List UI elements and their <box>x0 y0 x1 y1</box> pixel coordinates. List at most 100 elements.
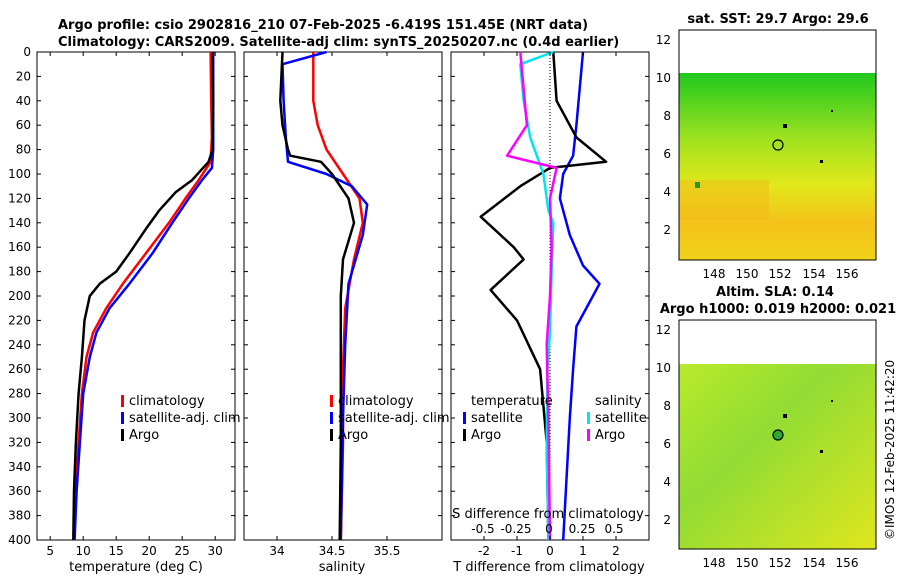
ytick-label: 300 <box>8 411 31 425</box>
ytick-label: 400 <box>8 533 31 547</box>
legend-swatch-s-argo <box>587 429 590 441</box>
xtick-label: 34.5 <box>319 544 346 558</box>
xtick-label: 15 <box>109 544 124 558</box>
temperature-ticks: 0 20 40 60 80 100 120 140 160 180 200 220 240 260 280 3… <box>8 45 235 558</box>
credit: ©IMOS 12-Feb-2025 11:42:20 <box>883 360 897 540</box>
legend-swatch-satellite <box>121 412 124 424</box>
island-marker <box>831 400 833 402</box>
ytick-label: 80 <box>16 143 31 157</box>
temperature-panel: 0 20 40 60 80 100 120 140 160 180 200 220 240 260 280 3… <box>8 45 241 575</box>
island-marker <box>820 450 823 453</box>
legend-label-t-satellite: satellite <box>471 411 523 426</box>
sst-yticks: 2 4 6 8 10 12 <box>656 33 671 237</box>
top-tick: -0.5 <box>471 522 494 536</box>
top-tick: 0 <box>545 522 553 536</box>
legend-swatch-climatology <box>121 395 124 407</box>
sst-ytick: 4 <box>663 185 671 199</box>
series-line-climatology <box>72 51 214 541</box>
sst-axes <box>678 29 877 261</box>
ytick-label: 180 <box>8 265 31 279</box>
salinity-ticks: 34 34.5 35.5 <box>244 51 442 558</box>
ytick-label: 100 <box>8 167 31 181</box>
sla-ytick: 12 <box>656 323 671 337</box>
temperature-xlabel: temperature (deg C) <box>69 560 203 575</box>
sst-xtick: 154 <box>803 267 826 281</box>
xtick-label: 2 <box>612 544 620 558</box>
sst-xtick: 156 <box>836 267 859 281</box>
legend-label-s-argo: Argo <box>595 428 625 443</box>
xtick-label: -2 <box>478 544 490 558</box>
sst-cell <box>695 182 700 188</box>
island-marker <box>783 414 787 418</box>
series-line-argo <box>72 51 215 541</box>
legend-swatch-s-satellite <box>587 412 590 424</box>
sst-map-title: sat. SST: 29.7 Argo: 29.6 <box>687 12 868 27</box>
sla-xtick: 150 <box>736 556 759 570</box>
legend-swatch-satellite <box>330 412 333 424</box>
series-line-t-satellite <box>558 51 601 541</box>
top-tick: -0.25 <box>500 522 531 536</box>
temperature-legend: climatology satellite-adj. clim Argo <box>121 394 241 443</box>
series-line-argo <box>279 51 356 541</box>
salinity-series <box>279 50 369 541</box>
xtick-label: 34 <box>269 544 284 558</box>
sst-field <box>679 73 876 260</box>
series-line-t-argo <box>479 51 608 541</box>
legend-title-salinity: salinity <box>595 394 642 409</box>
sst-map: sat. SST: 29.7 Argo: 29.6 148 150 152 15… <box>656 12 877 281</box>
difference-panel: -2 -1 0 1 2 S difference from climatology -0… <box>450 50 650 575</box>
sla-axes <box>678 319 877 550</box>
ytick-label: 320 <box>8 435 31 449</box>
difference-top-ticks: -0.5 -0.25 0 0.25 0.5 <box>471 522 623 536</box>
sla-yticks: 2 4 6 8 10 12 <box>656 323 671 527</box>
legend-swatch-argo <box>330 429 333 441</box>
difference-series <box>479 50 608 541</box>
sst-xtick: 152 <box>769 267 792 281</box>
xtick-label: -1 <box>511 544 523 558</box>
sst-xtick: 150 <box>736 267 759 281</box>
title-line2: Climatology: CARS2009. Satellite-adj cli… <box>58 35 619 50</box>
sla-xticks: 148 150 152 154 156 <box>703 556 859 570</box>
xtick-label: 5 <box>46 544 54 558</box>
xtick-label: 1 <box>579 544 587 558</box>
legend-label-t-argo: Argo <box>471 428 501 443</box>
ytick-label: 340 <box>8 460 31 474</box>
sla-map-title1: Altim. SLA: 0.14 <box>716 285 834 300</box>
sla-ytick: 8 <box>663 399 671 413</box>
sla-ytick: 2 <box>663 513 671 527</box>
sst-warm-patch <box>679 180 769 220</box>
series-line-satellite-adj-clim <box>73 52 215 541</box>
sla-map: Altim. SLA: 0.14 Argo h1000: 0.019 h2000… <box>656 285 896 570</box>
difference-top-xlabel: S difference from climatology <box>452 507 644 522</box>
legend-label-climatology: climatology <box>338 394 414 409</box>
sla-ytick: 6 <box>663 437 671 451</box>
sla-xtick: 148 <box>703 556 726 570</box>
legend-label-satellite: satellite-adj. clim <box>129 411 241 426</box>
xtick-label: 20 <box>142 544 157 558</box>
top-tick: 0.5 <box>604 522 623 536</box>
ytick-label: 380 <box>8 509 31 523</box>
ytick-label: 260 <box>8 362 31 376</box>
legend-label-argo: Argo <box>338 428 368 443</box>
legend-title-temperature: temperature <box>471 394 553 409</box>
xtick-label: 10 <box>76 544 91 558</box>
top-tick: 0.25 <box>569 522 596 536</box>
sla-ytick: 4 <box>663 475 671 489</box>
ytick-label: 20 <box>16 69 31 83</box>
ytick-label: 140 <box>8 216 31 230</box>
title-line1: Argo profile: csio 2902816_210 07-Feb-20… <box>58 18 588 33</box>
ytick-label: 240 <box>8 338 31 352</box>
sst-ytick: 2 <box>663 223 671 237</box>
xtick-label: 25 <box>175 544 190 558</box>
ytick-label: 160 <box>8 240 31 254</box>
ytick-label: 360 <box>8 484 31 498</box>
sla-field <box>679 364 876 549</box>
sst-ytick: 8 <box>663 109 671 123</box>
island-marker <box>783 124 787 128</box>
sst-ytick: 10 <box>656 71 671 85</box>
salinity-legend: climatology satellite-adj. clim Argo <box>330 394 450 443</box>
xtick-label: 0 <box>546 544 554 558</box>
salinity-xlabel: salinity <box>319 560 366 575</box>
sla-ytick: 10 <box>656 361 671 375</box>
